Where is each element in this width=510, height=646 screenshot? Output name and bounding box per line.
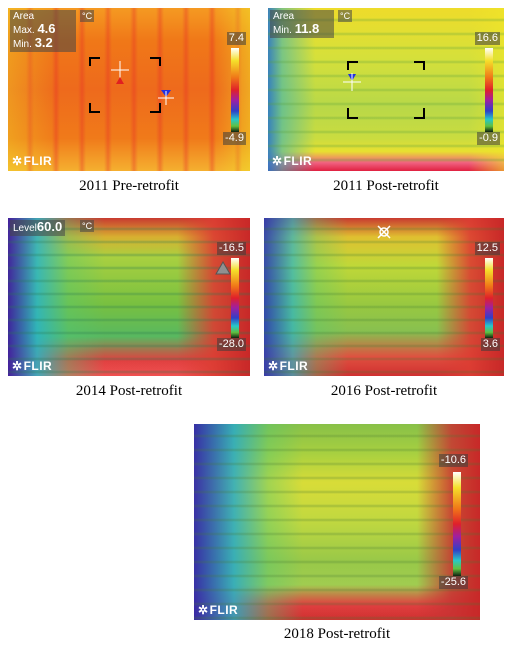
unit-badge: °C [338,10,353,22]
marker-overlay [377,225,391,239]
color-scale-bar [485,48,493,132]
marker-overlay [215,261,231,275]
caption-2014: 2014 Post-retrofit [75,383,183,399]
scale-max: -16.5 [216,242,246,255]
thermal-image-2011-post: Area Min. 11.8 °C 16.6 -0.9 ✲FLIR [268,8,504,171]
color-scale-bar [453,472,461,576]
min-label: Min. [273,25,292,36]
level-value: 60.0 [36,219,63,234]
scale-min: 3.6 [480,338,500,351]
thermal-image-2014: Level60.0 °C -16.5 -28.0 ✲FLIR [8,218,250,376]
scale-min: -0.9 [477,132,500,145]
scale-min: -28.0 [216,338,246,351]
max-value: 4.6 [37,21,56,36]
color-scale-bar [231,48,239,132]
scale-min: -25.6 [438,576,468,589]
flir-snowflake-icon: ✲ [272,154,283,168]
thermal-image-2011-pre: Area Max. 4.6 Min. 3.2 °C 7.4 -4.9 ✲FLIR [8,8,250,171]
thermal-image-2016: 12.5 3.6 ✲FLIR [264,218,504,376]
caption-2018: 2018 Post-retrofit [283,626,391,642]
color-scale-bar [485,258,493,338]
level-label: Level [13,223,37,234]
color-scale-bar [231,258,239,338]
flir-snowflake-icon: ✲ [12,359,23,373]
measurement-overlay [343,61,425,119]
scale-min: -4.9 [223,132,246,145]
level-readout: Level60.0 [10,219,66,236]
flir-logo: ✲FLIR [268,359,309,373]
scale-max: 7.4 [226,32,246,45]
scale-max: 12.5 [474,242,500,255]
unit-badge: °C [80,10,95,22]
unit-badge: °C [80,220,95,232]
measurement-overlay [89,57,174,113]
max-label: Max. [13,25,35,36]
thermal-image-2018: -10.6 -25.6 ✲FLIR [194,424,480,620]
area-label: Area [273,11,295,22]
caption-2011-post: 2011 Post-retrofit [333,178,439,194]
scale-max: 16.6 [474,32,500,45]
flir-snowflake-icon: ✲ [12,154,23,168]
caption-2011-pre: 2011 Pre-retrofit [79,178,179,194]
flir-logo: ✲FLIR [12,359,53,373]
flir-snowflake-icon: ✲ [198,603,209,617]
area-readout: Area Max. 4.6 Min. 3.2 [10,10,76,52]
flir-logo: ✲FLIR [198,603,239,617]
flir-logo: ✲FLIR [272,154,313,168]
area-readout: Area Min. 11.8 [270,10,334,38]
caption-2016: 2016 Post-retrofit [330,383,438,399]
scale-max: -10.6 [438,454,468,467]
min-value: 3.2 [34,35,53,50]
flir-snowflake-icon: ✲ [268,359,279,373]
min-value: 11.8 [294,21,320,36]
min-label: Min. [13,39,32,50]
area-label: Area [13,11,35,22]
flir-logo: ✲FLIR [12,154,53,168]
